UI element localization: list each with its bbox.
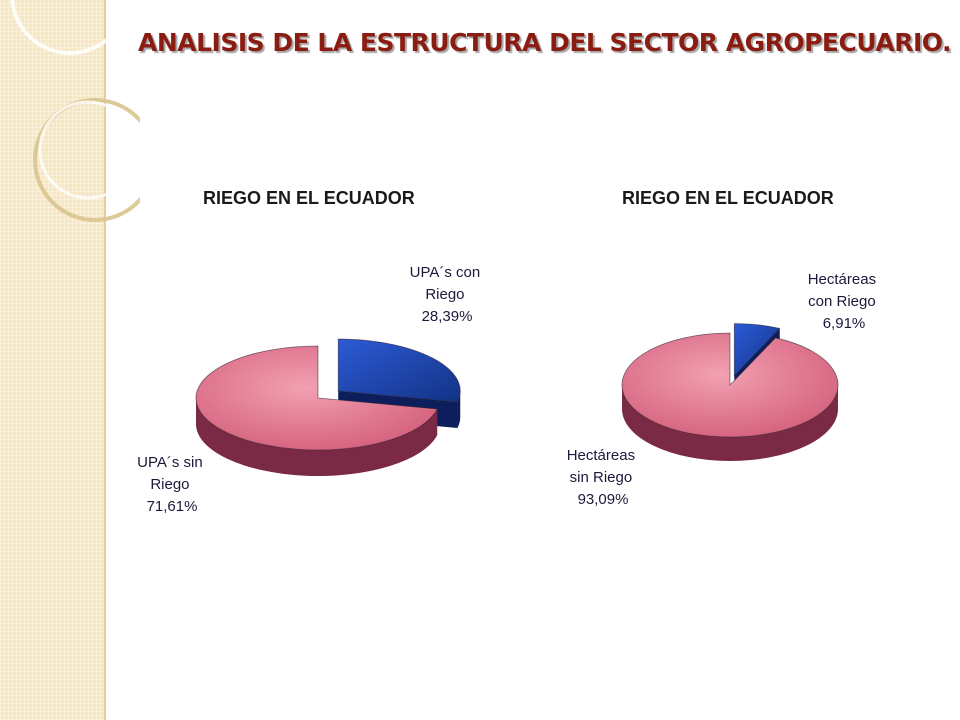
slice-label-hectareas-sin-riego: Hectáreas sin Riego 93,09% bbox=[567, 447, 640, 508]
pie-slice-top bbox=[337, 338, 461, 403]
chart-title: RIEGO EN EL ECUADOR bbox=[203, 188, 415, 208]
decorative-rings-icon bbox=[10, 0, 140, 222]
chart-title: RIEGO EN EL ECUADOR bbox=[622, 188, 834, 208]
slice-label-hectareas-con-riego: Hectáreas con Riego 6,91% bbox=[808, 271, 881, 332]
slice-label-upa-sin-riego: UPA´s sin Riego 71,61% bbox=[137, 454, 207, 515]
slice-label-upa-con-riego: UPA´s con Riego 28,39% bbox=[410, 264, 485, 325]
pie-chart-hectareas: RIEGO EN EL ECUADOR Hectáreas con Riego … bbox=[567, 188, 881, 508]
pie-slice bbox=[195, 345, 438, 476]
pie-chart-upa: RIEGO EN EL ECUADOR UPA´s con Riego 28,3… bbox=[137, 188, 485, 515]
pie-slice-side bbox=[622, 385, 838, 461]
pie-slice-top bbox=[195, 345, 438, 451]
slide-title: ANALISIS DE LA ESTRUCTURA DEL SECTOR AGR… bbox=[138, 28, 951, 57]
pie-slice-side bbox=[196, 398, 438, 476]
pie-slice-top bbox=[733, 323, 781, 377]
pie-slice-side bbox=[457, 391, 461, 429]
pie-slice-top bbox=[621, 332, 839, 438]
pie-slice bbox=[621, 332, 839, 461]
